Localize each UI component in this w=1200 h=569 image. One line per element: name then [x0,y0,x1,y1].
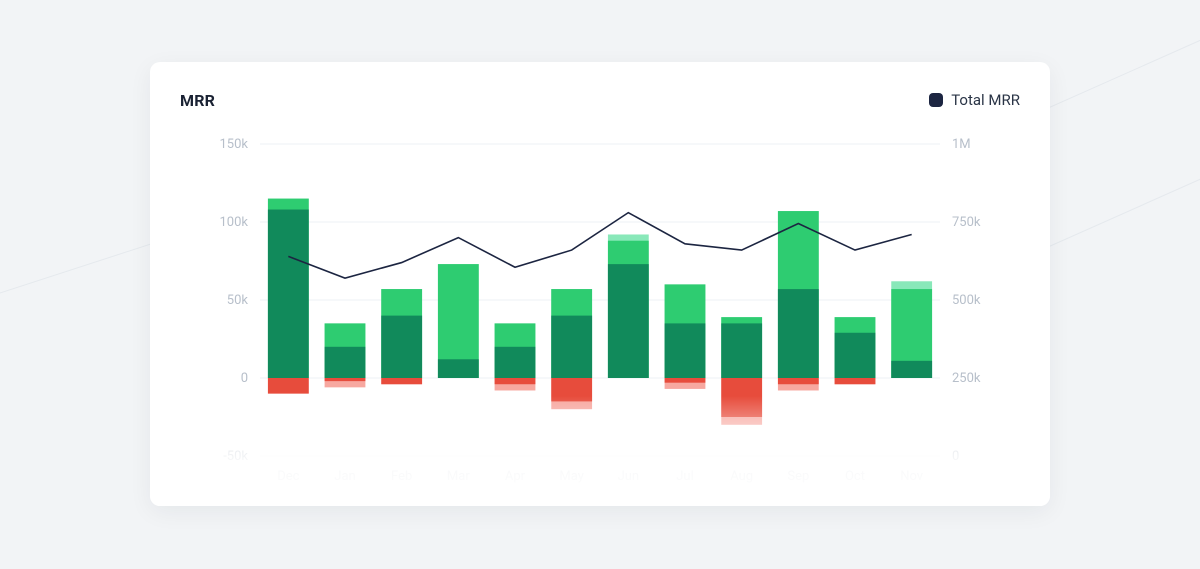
x-tick-label: Mar [447,469,470,484]
x-tick-label: May [559,469,583,484]
legend-swatch-total-mrr [929,93,943,107]
card-header: MRR Total MRR [180,88,1020,112]
x-tick-label: Jul [676,469,694,484]
bar-segment-positive [778,289,819,378]
chart-plot-area: 150k 1M 100k 750k 50k 500k 0 250k -50k 0 Dec Jan Feb… [210,138,990,486]
bar-segment-positive [495,347,536,378]
x-tick-label: Aug [730,469,753,484]
legend: Total MRR [929,91,1020,109]
x-tick-label: Feb [391,469,412,484]
mrr-chart-card: MRR Total MRR 150k 1M 100k 750k 50k 500k 0 250k… [150,62,1050,506]
bar-segment-negative [268,378,309,394]
bar-segment-positive [438,359,479,378]
y-left-tick-label: 50k [227,293,249,308]
x-tick-label: Jun [618,469,640,484]
bar-segment-positive [835,333,876,378]
x-tick-label: Dec [277,469,299,484]
x-tick-label: Oct [845,469,865,484]
y-left-tick-label: -50k [223,449,248,464]
bar-segment-positive [325,347,366,378]
chart-svg: 150k 1M 100k 750k 50k 500k 0 250k -50k 0 Dec Jan Feb… [210,138,990,486]
bar-segment-positive [721,323,762,378]
chart-title: MRR [180,91,215,110]
y-right-tick-label: 0 [952,449,959,464]
bar-segment-negative [551,378,592,401]
y-right-tick-label: 500k [952,293,981,308]
bar-segment-negative [665,378,706,383]
bar-segment-negative [778,378,819,384]
y-right-tick-label: 750k [952,215,981,230]
y-right-tick-label: 250k [952,371,981,386]
bar-segment-positive [551,316,592,378]
y-right-tick-label: 1M [952,137,971,152]
bar-segment-negative [325,378,366,381]
y-left-tick-label: 0 [241,371,248,386]
bar-segment-positive [665,323,706,378]
bar-segment-negative [721,378,762,417]
bar-segment-positive [381,316,422,378]
legend-label-total-mrr: Total MRR [951,91,1020,109]
bar-segment-negative [381,378,422,384]
bar-segment-negative [495,378,536,384]
x-tick-label: Sep [787,469,809,484]
y-left-tick-label: 100k [219,215,248,230]
bar-segment-positive [608,264,649,378]
x-tick-label: Jan [334,469,355,484]
bar-segment-negative [835,378,876,384]
x-tick-label: Nov [900,469,924,484]
bar-segment-positive [268,210,309,378]
x-tick-label: Apr [505,469,526,484]
y-left-tick-label: 150k [219,137,248,152]
bar-segment-positive [891,361,932,378]
